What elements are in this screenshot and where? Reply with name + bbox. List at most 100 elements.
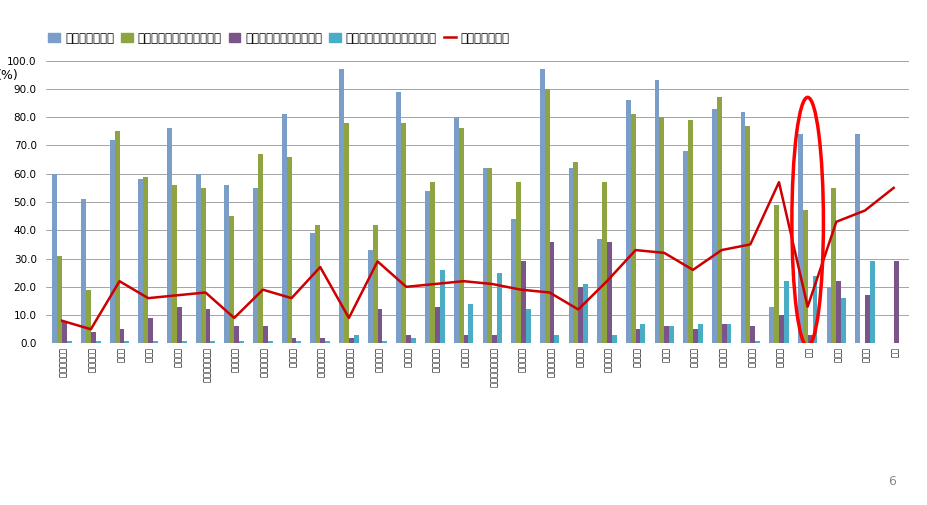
Bar [439,270,444,343]
Bar [721,324,726,343]
Bar [229,216,234,343]
Bar [659,117,664,343]
Bar [568,168,573,343]
Bar [716,97,721,343]
Bar [726,324,730,343]
Bar [171,185,177,343]
Bar [855,134,859,343]
Bar [806,335,812,343]
Bar [138,179,143,343]
Bar [668,326,673,343]
Text: 6: 6 [887,475,895,488]
Bar [682,151,687,343]
Bar [324,340,330,343]
Bar [311,233,315,343]
Bar [511,219,515,343]
Bar [406,335,411,343]
Bar [458,128,464,343]
Bar [338,69,344,343]
Bar [630,114,635,343]
Bar [396,92,401,343]
Bar [196,174,200,343]
Bar [491,335,497,343]
Bar [81,199,86,343]
Bar [282,114,286,343]
Text: (%): (%) [0,69,19,82]
Bar [62,321,67,343]
Bar [205,310,210,343]
Bar [515,182,520,343]
Bar [835,281,840,343]
Bar [526,310,530,343]
Bar [52,174,57,343]
Bar [783,281,788,343]
Bar [768,307,773,343]
Bar [148,318,153,343]
Bar [95,340,100,343]
Bar [553,335,559,343]
Bar [869,262,874,343]
Bar [750,326,755,343]
Bar [711,109,716,343]
Bar [224,185,229,343]
Bar [253,188,258,343]
Bar [377,310,382,343]
Bar [864,295,869,343]
Bar [115,131,120,343]
Bar [200,188,205,343]
Bar [453,117,458,343]
Bar [893,262,897,343]
Bar [124,340,129,343]
Bar [67,340,71,343]
Bar [625,100,630,343]
Bar [315,225,320,343]
Bar [812,276,817,343]
Bar [349,338,353,343]
Bar [429,182,435,343]
Bar [468,304,473,343]
Bar [549,241,553,343]
Legend: 成人１人で無業, 成人２人以上で就業者なし, 成人２人以上で１人就業, 成人２人以上で２人以上就業, 成人１人で就業: 成人１人で無業, 成人２人以上で就業者なし, 成人２人以上で１人就業, 成人２人… [44,27,514,49]
Bar [520,262,526,343]
Bar [320,338,324,343]
Bar [597,239,602,343]
Bar [86,290,91,343]
Bar [497,273,502,343]
Bar [435,307,439,343]
Bar [411,338,415,343]
Bar [401,123,406,343]
Bar [57,256,62,343]
Bar [773,205,778,343]
Bar [544,89,549,343]
Bar [268,340,273,343]
Bar [286,157,291,343]
Bar [840,298,845,343]
Bar [182,340,186,343]
Bar [831,188,835,343]
Bar [687,120,692,343]
Bar [540,69,544,343]
Bar [344,123,349,343]
Bar [802,211,806,343]
Bar [635,329,640,343]
Bar [602,182,606,343]
Bar [611,335,616,343]
Bar [664,326,668,343]
Bar [262,326,268,343]
Bar [740,112,744,343]
Bar [797,134,802,343]
Bar [744,126,750,343]
Bar [578,287,582,343]
Bar [778,315,783,343]
Bar [353,335,358,343]
Bar [692,329,697,343]
Bar [291,338,296,343]
Bar [91,332,95,343]
Bar [425,191,429,343]
Bar [373,225,377,343]
Bar [582,284,588,343]
Bar [234,326,239,343]
Bar [606,241,611,343]
Bar [210,340,215,343]
Bar [167,128,171,343]
